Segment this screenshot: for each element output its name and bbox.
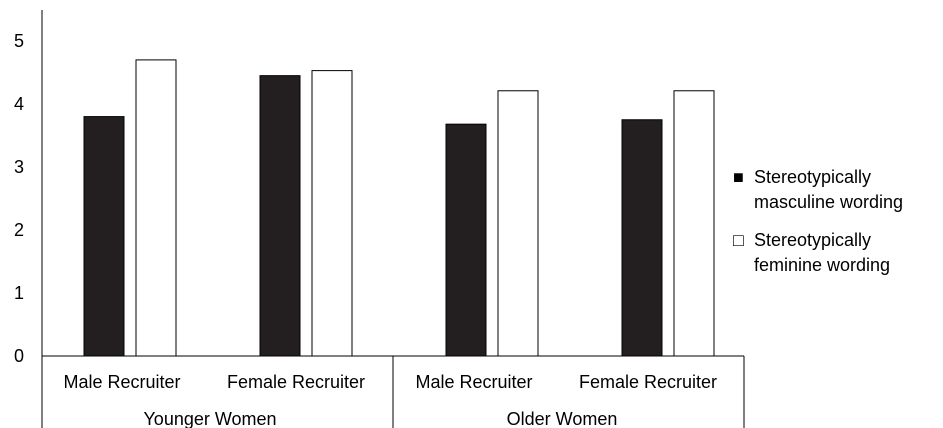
legend: ■ Stereotypically masculine wording □ St… xyxy=(733,167,903,275)
bar-feminine xyxy=(135,59,177,357)
bar-masculine xyxy=(259,75,301,357)
y-tick-label: 5 xyxy=(14,31,24,51)
category-labels: Male Recruiter Female Recruiter Male Rec… xyxy=(63,372,717,392)
y-tick-label: 2 xyxy=(14,220,24,240)
legend-label-masculine-line1: Stereotypically xyxy=(754,167,871,187)
bar-feminine xyxy=(673,90,715,357)
y-tick-label: 0 xyxy=(14,346,24,366)
legend-symbol-masculine: ■ xyxy=(733,167,744,187)
legend-symbol-feminine: □ xyxy=(733,230,744,250)
legend-label-feminine-line2: feminine wording xyxy=(754,255,890,275)
group-label-older-women: Older Women xyxy=(507,409,618,428)
group-label-younger-women: Younger Women xyxy=(143,409,276,428)
bar-feminine xyxy=(497,90,539,357)
x-axis xyxy=(41,355,745,428)
y-tick-labels: 0 1 2 3 4 5 xyxy=(14,31,24,366)
bar-masculine xyxy=(445,123,487,357)
bar-masculine xyxy=(83,116,125,357)
y-tick-label: 1 xyxy=(14,283,24,303)
category-label: Female Recruiter xyxy=(227,372,365,392)
category-label: Male Recruiter xyxy=(63,372,180,392)
category-label: Male Recruiter xyxy=(415,372,532,392)
legend-label-masculine-line2: masculine wording xyxy=(754,192,903,212)
legend-label-feminine-line1: Stereotypically xyxy=(754,230,871,250)
y-tick-label: 3 xyxy=(14,157,24,177)
bar-feminine xyxy=(311,70,353,357)
y-tick-label: 4 xyxy=(14,94,24,114)
group-labels: Younger Women Older Women xyxy=(143,409,617,428)
bar-masculine xyxy=(621,119,663,357)
bars xyxy=(83,59,715,357)
category-label: Female Recruiter xyxy=(579,372,717,392)
